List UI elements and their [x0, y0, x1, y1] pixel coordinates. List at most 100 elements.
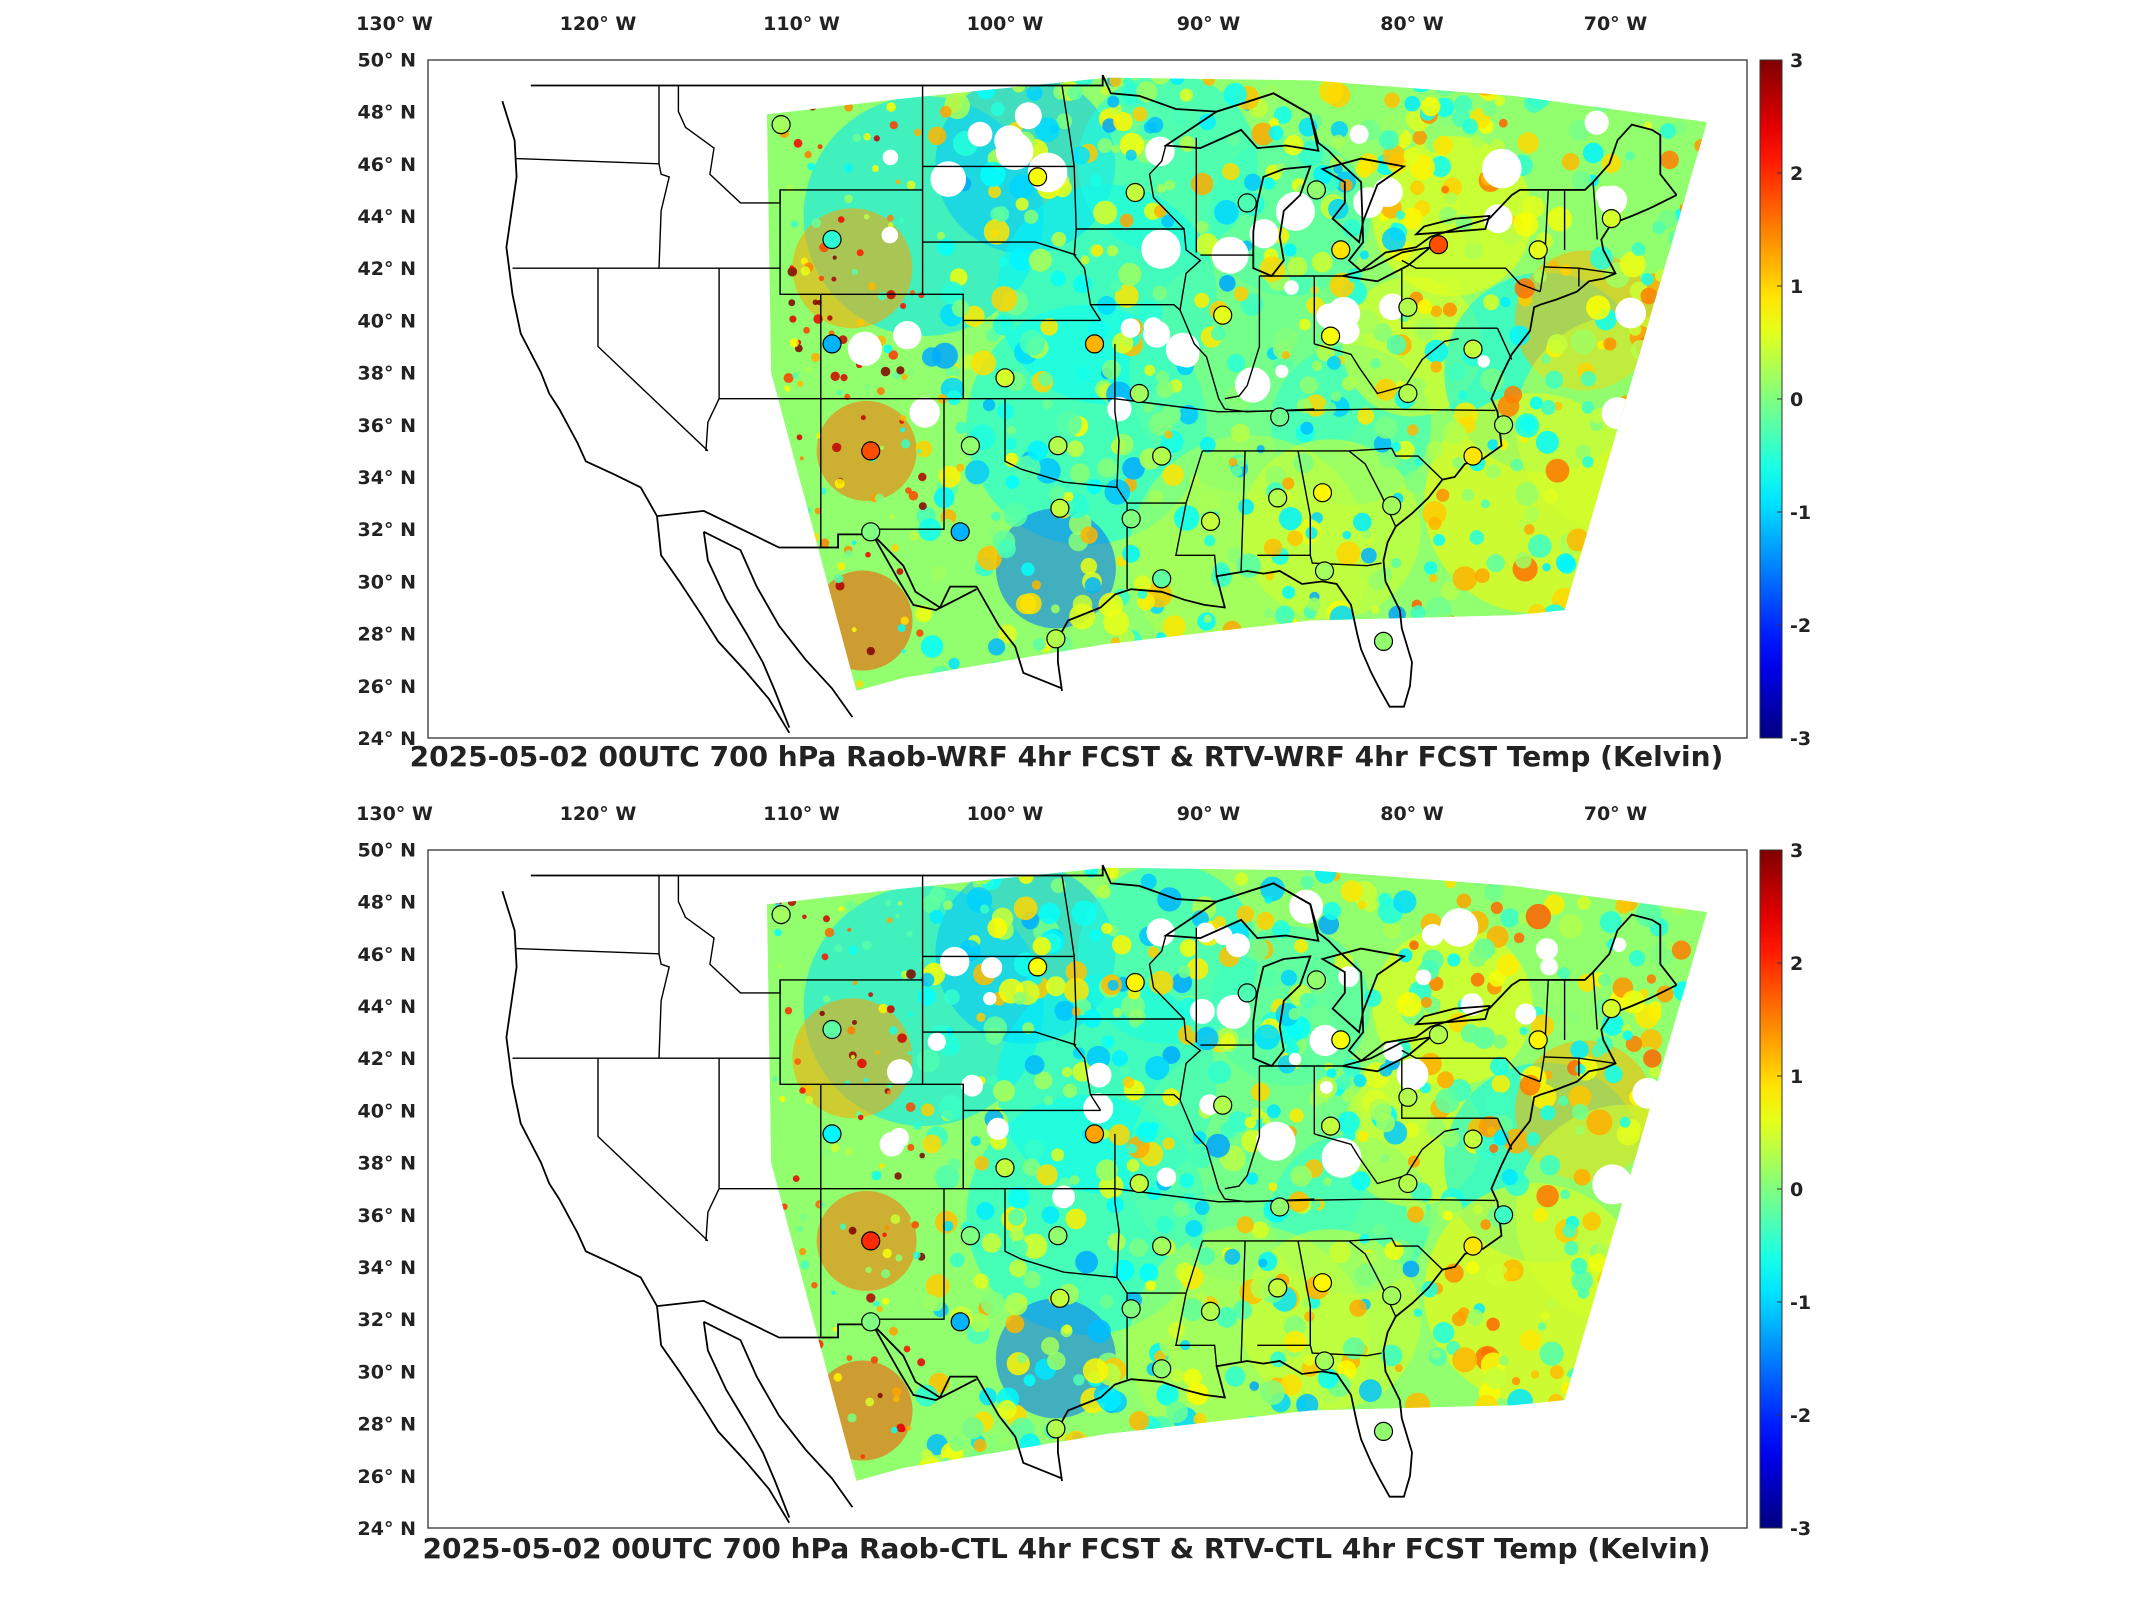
lon-tick-label: 70° W: [1584, 13, 1648, 35]
lat-tick-label: 40° N: [358, 1100, 416, 1122]
raob-station-marker: [1270, 1197, 1290, 1217]
lon-tick-label: 110° W: [763, 13, 840, 35]
raob-station-marker: [1050, 498, 1070, 518]
raob-station-marker: [1152, 569, 1172, 589]
map-figure-top: 130° W 120° W 110° W 100° W 90° W 80° W 70° W 5…: [356, 13, 1811, 750]
raob-station-marker: [995, 1158, 1015, 1178]
lat-tick-label: 36° N: [358, 415, 416, 437]
lon-tick-label: 130° W: [356, 13, 433, 35]
raob-station-marker: [1270, 407, 1290, 427]
raob-station-marker: [960, 1226, 981, 1246]
raob-station-marker: [1050, 1288, 1070, 1308]
lat-tick-label: 42° N: [358, 258, 416, 280]
colorbar-tick-label: 2: [1790, 953, 1803, 975]
lat-tick-label: 24° N: [358, 728, 416, 750]
raob-station-marker: [771, 904, 791, 925]
lat-tick-label: 50° N: [358, 839, 416, 861]
lon-tick-label: 70° W: [1584, 803, 1648, 825]
lat-tick-label: 30° N: [358, 571, 416, 593]
raob-station-marker: [1463, 1236, 1483, 1256]
lon-tick-label: 130° W: [356, 803, 433, 825]
lat-tick-label: 36° N: [358, 1205, 416, 1227]
raob-station-marker: [1213, 305, 1233, 325]
geography-lines: [501, 74, 1678, 734]
raob-station-marker: [1084, 334, 1105, 354]
raob-station-marker: [1121, 509, 1141, 529]
raob-station-marker: [1152, 1236, 1172, 1256]
raob-station-marker: [1601, 209, 1622, 229]
raob-station-marker: [1463, 339, 1483, 359]
colorbar-tick-label: -2: [1790, 1405, 1811, 1427]
raob-station-marker: [1306, 970, 1327, 990]
colorbar-tick-label: -3: [1790, 728, 1811, 750]
raob-station-marker: [1152, 446, 1172, 466]
colorbar-tick-label: 1: [1790, 1066, 1803, 1088]
map-panel-bottom: 130° W 120° W 110° W 100° W 90° W 80° W 70° W 5…: [0, 790, 2133, 1600]
raob-station-marker: [1152, 1359, 1172, 1379]
raob-station-marker: [950, 1312, 970, 1332]
raob-station-marker: [1268, 488, 1288, 508]
colorbar-tick-label: -3: [1790, 1518, 1811, 1540]
colorbar-tick-label: 0: [1790, 389, 1803, 411]
colorbar-tick-label: 2: [1790, 163, 1803, 185]
axes-frame: [427, 849, 1748, 1529]
lat-tick-label: 30° N: [358, 1361, 416, 1383]
lon-tick-label: 90° W: [1177, 803, 1241, 825]
raob-station-marker: [1320, 326, 1341, 346]
raob-station-marker: [1398, 1087, 1418, 1107]
raob-station-marker: [1268, 1278, 1288, 1298]
raob-station-marker: [861, 522, 881, 542]
panel-title-bottom: 2025-05-02 00UTC 700 hPa Raob-CTL 4hr FC…: [422, 1532, 1711, 1565]
lat-tick-label: 28° N: [358, 624, 416, 646]
raob-station-marker: [1601, 999, 1622, 1019]
colorbar-tick-label: -1: [1790, 1292, 1811, 1314]
raob-station-marker: [861, 1312, 881, 1332]
raob-station-marker: [1314, 1351, 1335, 1371]
raob-station-marker: [1428, 1025, 1449, 1045]
raob-station-marker: [1048, 436, 1068, 456]
raob-station-marker: [1312, 483, 1333, 503]
lat-tick-label: 34° N: [358, 1257, 416, 1279]
axes-frame: [427, 59, 1748, 739]
raob-station-marker: [1463, 1129, 1483, 1149]
raob-station-marker: [1373, 631, 1394, 652]
raob-station-marker: [1048, 1226, 1068, 1246]
state-borders: [512, 875, 1616, 1380]
raob-station-marker: [1312, 1273, 1333, 1293]
colorbar-tick-label: -1: [1790, 502, 1811, 524]
raob-station-marker: [822, 334, 842, 354]
raob-station-marker: [1200, 511, 1221, 532]
map-figure-bottom: 130° W 120° W 110° W 100° W 90° W 80° W 70° W 5…: [356, 803, 1811, 1540]
colorbar-tick-label: 3: [1790, 840, 1803, 862]
lat-tick-label: 24° N: [358, 1518, 416, 1540]
lat-tick-label: 34° N: [358, 467, 416, 489]
lat-tick-label: 50° N: [358, 49, 416, 71]
lat-tick-label: 26° N: [358, 676, 416, 698]
colorbar-tick-label: 0: [1790, 1179, 1803, 1201]
raob-station-marker: [822, 1124, 842, 1144]
raob-station-marker: [771, 114, 791, 135]
raob-station-marker: [861, 1231, 881, 1251]
lat-tick-label: 48° N: [358, 102, 416, 124]
raob-station-marker: [1237, 193, 1257, 213]
colorbar-tick-label: -2: [1790, 615, 1811, 637]
raob-station-marker: [1129, 383, 1149, 404]
lon-tick-label: 100° W: [967, 803, 1044, 825]
lat-tick-label: 32° N: [358, 519, 416, 541]
lon-tick-label: 120° W: [560, 803, 637, 825]
lat-tick-label: 38° N: [358, 1153, 416, 1175]
lat-tick-label: 46° N: [358, 944, 416, 966]
lon-tick-label: 90° W: [1177, 13, 1241, 35]
lat-tick-label: 42° N: [358, 1048, 416, 1070]
raob-station-marker: [861, 441, 881, 461]
lat-tick-label: 28° N: [358, 1414, 416, 1436]
raob-station-marker: [1046, 629, 1066, 649]
lat-tick-label: 44° N: [358, 996, 416, 1018]
raob-station-marker: [1125, 182, 1145, 203]
raob-station-marker: [1027, 957, 1048, 977]
raob-station-marker: [1200, 1301, 1221, 1322]
raob-station-marker: [1121, 1299, 1141, 1319]
lat-tick-label: 38° N: [358, 363, 416, 385]
raob-station-marker: [1237, 983, 1257, 1003]
lat-tick-label: 48° N: [358, 892, 416, 914]
